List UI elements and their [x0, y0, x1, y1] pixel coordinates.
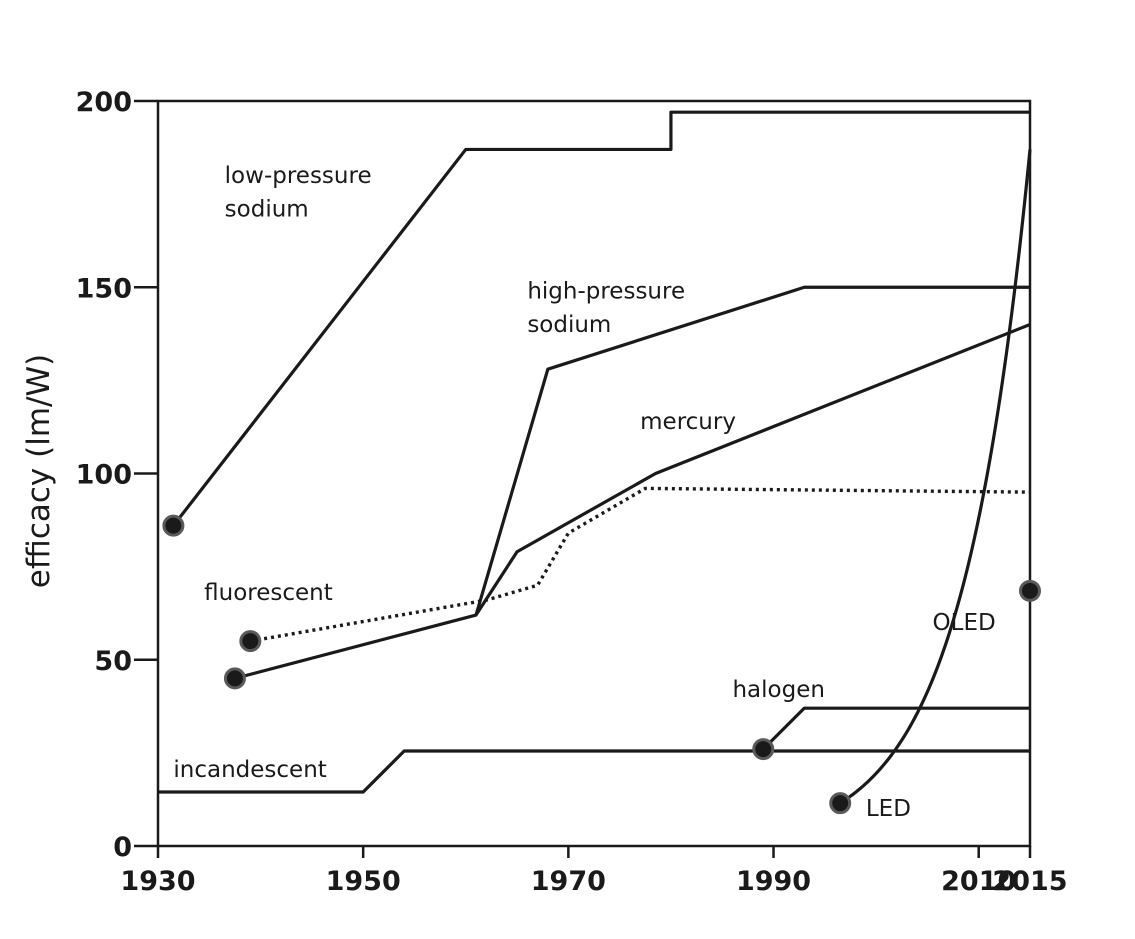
annotation-halo: halogen: [732, 677, 824, 703]
annotation-led: LED: [866, 796, 911, 822]
series-line-led: [839, 149, 1032, 805]
series-line-mercury: [234, 323, 1031, 680]
annotation-lps1: low-pressure: [225, 163, 372, 189]
series-line-halogen: [762, 706, 1030, 751]
annotation-hps1: high-pressure: [527, 278, 685, 304]
annotation-oled: OLED: [933, 610, 996, 636]
x-tick-label: 1990: [736, 866, 811, 897]
x-tick-label: 1930: [120, 866, 195, 897]
y-axis: 0 50 100 150 200: [76, 87, 158, 863]
annotation-fluo: fluorescent: [204, 580, 333, 606]
marker-group: [162, 514, 1041, 815]
y-tick-label: 150: [76, 273, 132, 304]
x-tick-label: 1970: [531, 866, 606, 897]
data-point-oled: [1019, 579, 1041, 602]
annotation-merc: mercury: [640, 409, 736, 435]
data-point-halogen: [752, 738, 775, 761]
data-point-led: [829, 792, 852, 815]
series-line-low-pressure-sodium: [172, 110, 1030, 527]
data-point-low-pressure-sodium: [162, 514, 185, 537]
series-line-high-pressure-sodium: [474, 285, 1030, 616]
y-tick-label: 0: [113, 832, 132, 863]
annotation-lps2: sodium: [225, 196, 309, 222]
annotation-group: low-pressure sodium high-pressure sodium mer…: [173, 163, 995, 822]
annotation-hps2: sodium: [527, 312, 611, 338]
x-tick-label: 2010: [941, 866, 1016, 897]
series-group: [158, 110, 1032, 805]
y-tick-label: 200: [76, 87, 132, 118]
x-tick-label: 1950: [326, 866, 401, 897]
data-point-fluorescent: [239, 630, 262, 653]
y-tick-label: 100: [76, 460, 132, 491]
y-axis-label: efficacy (lm/W): [21, 354, 57, 588]
series-line-incandescent: [158, 749, 1030, 794]
x-tick-label: 2015: [992, 866, 1067, 897]
y-tick-label: 50: [94, 646, 132, 677]
data-point-mercury: [223, 667, 246, 690]
series-line-fluorescent: [250, 486, 1031, 643]
annotation-inca: incandescent: [173, 757, 326, 783]
